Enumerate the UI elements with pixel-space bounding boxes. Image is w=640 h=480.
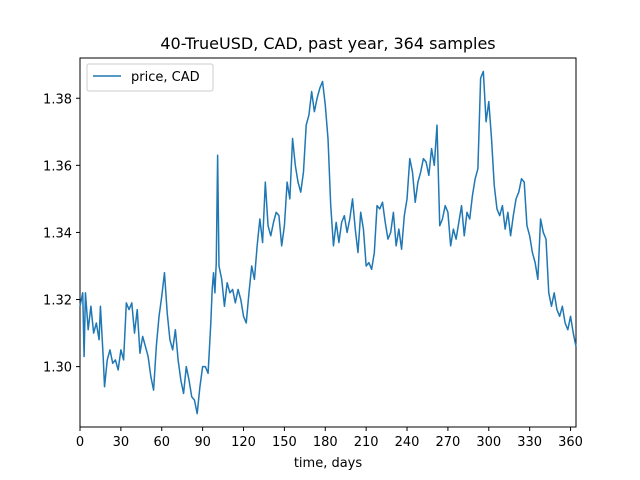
x-tick-label: 150 <box>272 435 297 450</box>
y-tick-label: 1.36 <box>43 159 72 174</box>
x-axis-label: time, days <box>294 456 363 471</box>
legend-box <box>86 63 214 92</box>
x-tick-label: 210 <box>354 435 379 450</box>
series-line-price <box>79 70 577 415</box>
y-tick-label: 1.30 <box>43 361 72 376</box>
legend: price, CAD <box>86 63 214 92</box>
chart-title: 40-TrueUSD, CAD, past year, 364 samples <box>160 34 495 53</box>
plot-area <box>79 57 577 428</box>
x-tick-label: 30 <box>113 435 130 450</box>
x-tick-label: 270 <box>435 435 460 450</box>
x-tick-label: 330 <box>517 435 542 450</box>
x-tick-label: 360 <box>558 435 583 450</box>
y-tick-label: 1.34 <box>43 226 72 241</box>
y-tick-label: 1.32 <box>43 294 72 309</box>
x-axis: 0 30 60 90 120 150 180 210 240 270 300 330 360 <box>76 427 583 450</box>
y-tick-label: 1.38 <box>43 92 72 107</box>
x-tick-label: 300 <box>476 435 501 450</box>
x-tick-label: 60 <box>153 435 170 450</box>
x-tick-label: 180 <box>313 435 338 450</box>
x-tick-label: 240 <box>395 435 420 450</box>
y-axis: 1.30 1.32 1.34 1.36 1.38 <box>43 92 80 376</box>
x-tick-label: 90 <box>194 435 211 450</box>
x-tick-label: 120 <box>231 435 256 450</box>
x-tick-label: 0 <box>76 435 84 450</box>
legend-label: price, CAD <box>131 70 200 85</box>
